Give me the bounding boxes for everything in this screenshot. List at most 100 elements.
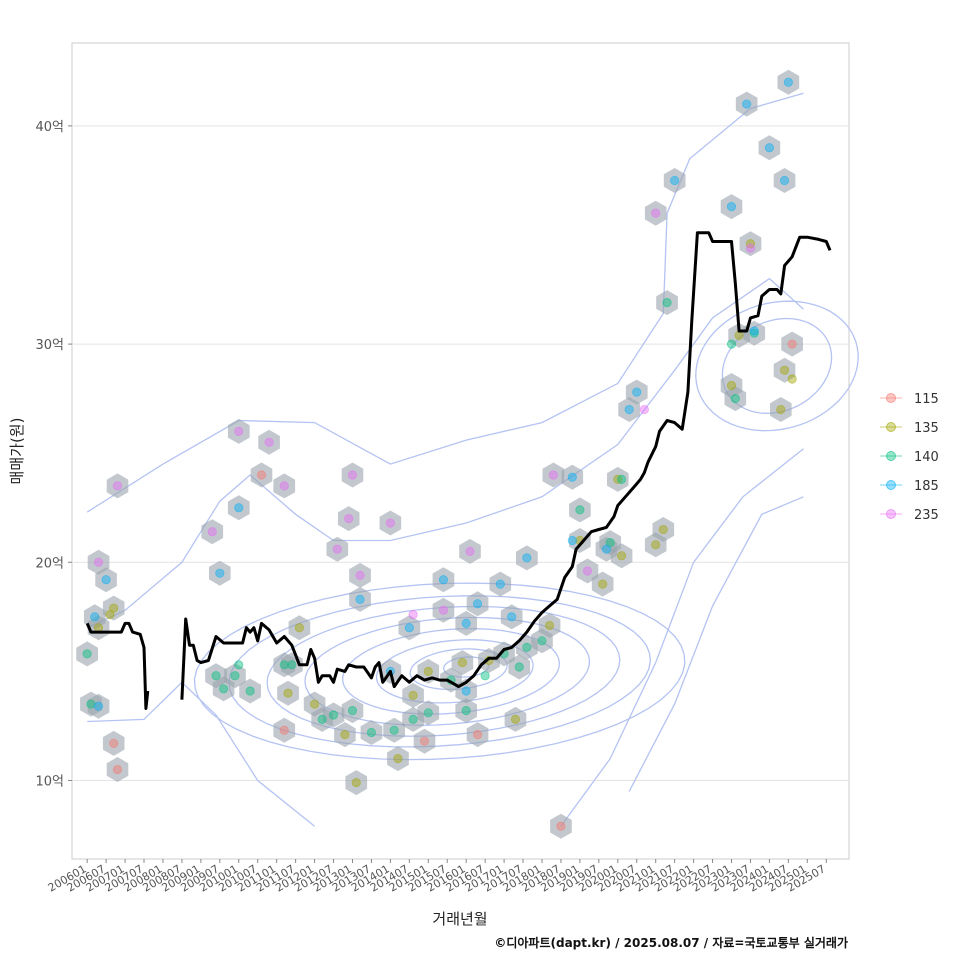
point-135 [423, 666, 433, 676]
point-115 [256, 470, 267, 480]
hex-bin [770, 397, 792, 422]
hex-bin [489, 571, 512, 597]
point-140 [537, 636, 547, 646]
hex-bin [201, 519, 224, 545]
point-235 [112, 481, 123, 491]
legend-label: 135 [914, 421, 939, 436]
point-235 [355, 570, 365, 580]
legend-label: 235 [914, 508, 939, 523]
point-185 [567, 472, 577, 482]
hex-bin [402, 682, 424, 708]
point-140 [82, 649, 92, 659]
point-140 [730, 394, 740, 404]
point-115 [279, 725, 289, 735]
point-135 [544, 620, 555, 631]
plot-background [71, 42, 850, 860]
hex-bin [250, 462, 273, 488]
point-140 [317, 714, 327, 724]
point-140 [328, 710, 339, 720]
point-235 [279, 481, 289, 491]
point-235 [438, 605, 449, 615]
legend-key-point [886, 451, 896, 461]
point-235 [639, 404, 649, 415]
hex-bin [777, 69, 800, 95]
point-140 [287, 660, 297, 670]
data-points [82, 77, 797, 831]
legend: 115 135 140 185 235 [880, 392, 939, 523]
point-135 [294, 623, 305, 633]
hex-bin [720, 194, 743, 220]
point-235 [93, 557, 104, 567]
hex-bin [656, 290, 678, 316]
point-115 [112, 764, 123, 775]
hex-bin [273, 473, 296, 499]
hex-bin [466, 722, 489, 748]
y-tick-label: 10억 [35, 774, 64, 789]
price-line-segment [85, 621, 150, 710]
hex-bin [227, 495, 250, 521]
hex-bin [87, 549, 110, 575]
hex-bin [542, 462, 565, 488]
x-axis: 2006012006072007012007072008012008072009… [46, 859, 828, 895]
hex-bin [781, 331, 803, 357]
point-185 [749, 326, 759, 336]
point-185 [472, 599, 483, 609]
point-185 [461, 686, 471, 696]
hex-bin [102, 595, 125, 621]
point-235 [385, 518, 395, 528]
point-185 [670, 175, 680, 186]
point-185 [624, 404, 634, 415]
contour-line [342, 627, 560, 715]
hex-bin [550, 813, 572, 839]
legend-key-point [886, 480, 896, 490]
point-140 [408, 714, 418, 724]
point-140 [347, 706, 358, 716]
point-135 [598, 579, 608, 589]
point-135 [457, 658, 467, 668]
point-140 [423, 708, 433, 718]
hex-bin [341, 698, 364, 724]
hex-bin [595, 536, 618, 562]
point-115 [472, 730, 483, 740]
point-140 [234, 660, 244, 670]
y-tick-label: 20억 [35, 556, 64, 571]
hex-bin [227, 418, 250, 444]
point-135 [340, 730, 350, 740]
point-185 [101, 575, 111, 585]
hex-bin [466, 591, 489, 617]
legend-key-point [886, 422, 896, 432]
point-235 [207, 527, 217, 537]
hex-bin [379, 510, 402, 536]
point-235 [347, 470, 358, 480]
hex-bin [345, 770, 368, 796]
point-235 [264, 437, 274, 447]
point-235 [745, 243, 756, 253]
point-135 [283, 688, 293, 698]
y-axis: 10억 20억 30억 40억 [35, 120, 72, 789]
legend-key-point [886, 393, 896, 403]
hex-bin [322, 702, 345, 728]
point-140 [662, 298, 672, 308]
point-140 [480, 671, 490, 681]
point-135 [408, 690, 418, 700]
point-115 [556, 821, 566, 831]
hex-bin [349, 562, 371, 588]
hex-bin [383, 717, 405, 743]
point-135 [779, 365, 790, 375]
hex-bin [569, 497, 591, 523]
point-135 [658, 524, 668, 535]
hex-bin [561, 464, 584, 490]
point-185 [461, 618, 471, 628]
y-axis-title: 매매가(원) [8, 418, 26, 485]
point-185 [783, 77, 793, 87]
point-140 [616, 474, 627, 484]
hex-bin [337, 506, 360, 532]
contour-line [193, 582, 686, 761]
hex-bin [360, 720, 383, 745]
gridlines [72, 125, 849, 781]
hex-bin [432, 597, 455, 623]
point-185 [355, 594, 365, 604]
point-185 [522, 553, 532, 563]
hex-bin [398, 615, 421, 641]
